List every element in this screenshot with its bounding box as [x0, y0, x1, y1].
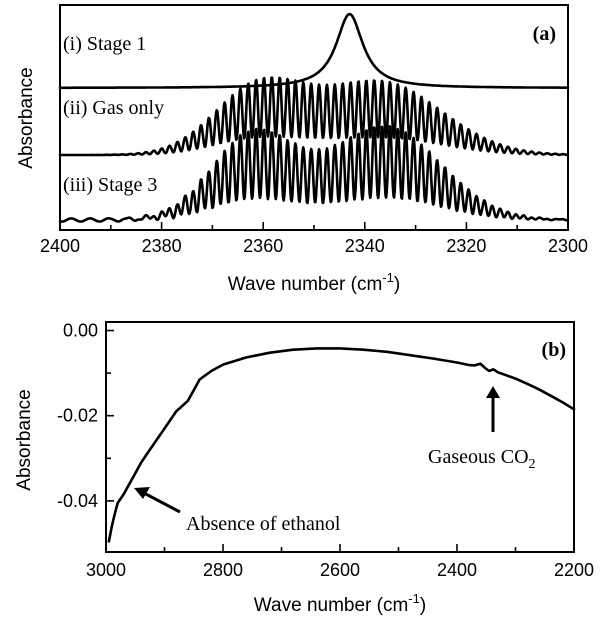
series-stage-3-line	[58, 125, 570, 223]
panel-b-series	[107, 347, 576, 543]
panel-b: 3000 2800 2600 2400 2200 0.00 -0.02 -0.04 (b) A…	[14, 321, 594, 616]
panel-a-series	[58, 12, 570, 223]
x-tick-label: 2340	[345, 236, 385, 256]
panel-b-y-axis-label: Absorbance	[14, 389, 35, 490]
x-tick-label: 2360	[243, 236, 283, 256]
x-tick-label: 2300	[548, 236, 588, 256]
x-tick-label: 2200	[554, 560, 594, 580]
series-stage-1-line	[58, 12, 570, 90]
absorbance-line	[107, 347, 576, 543]
x-tick-label: 2400	[437, 560, 477, 580]
panel-b-x-axis-label: Wave number (cm-1)	[254, 591, 426, 616]
panel-a-y-axis-label: Absorbance	[16, 67, 37, 168]
x-tick-label: 2600	[320, 560, 360, 580]
panel-b-label: (b)	[542, 339, 566, 361]
x-tick-label: 3000	[86, 560, 126, 580]
x-tick-label: 2320	[446, 236, 486, 256]
panel-a-x-axis-label: Wave number (cm-1)	[228, 270, 400, 295]
x-tick-label: 2800	[203, 560, 243, 580]
annotation-absence-of-ethanol: Absence of ethanol	[186, 513, 341, 535]
series-label-gas-only: (ii) Gas only	[63, 97, 164, 119]
y-tick-label: -0.04	[57, 491, 98, 511]
y-tick-label: -0.02	[57, 406, 98, 426]
ethanol-arrow	[141, 490, 181, 514]
series-label-stage-1: (i) Stage 1	[63, 33, 146, 55]
x-tick-label: 2380	[142, 236, 182, 256]
co2-arrowhead	[486, 386, 500, 398]
ethanol-arrowhead	[134, 487, 150, 499]
panel-a-label: (a)	[533, 23, 556, 45]
series-gas-only-line	[58, 76, 570, 157]
panel-a: 2400 2380 2360 2340 2320 2300 (a) (i) Stage 1…	[16, 4, 588, 295]
y-tick-label: 0.00	[63, 321, 98, 341]
x-tick-label: 2400	[40, 236, 80, 256]
panel-a-x-ticks: 2400 2380 2360 2340 2320 2300	[40, 222, 588, 256]
annotation-gaseous-co2: Gaseous CO2	[428, 446, 536, 472]
panel-b-ticks: 3000 2800 2600 2400 2200 0.00 -0.02 -0.04	[57, 321, 594, 580]
series-label-stage-3: (iii) Stage 3	[63, 174, 157, 196]
